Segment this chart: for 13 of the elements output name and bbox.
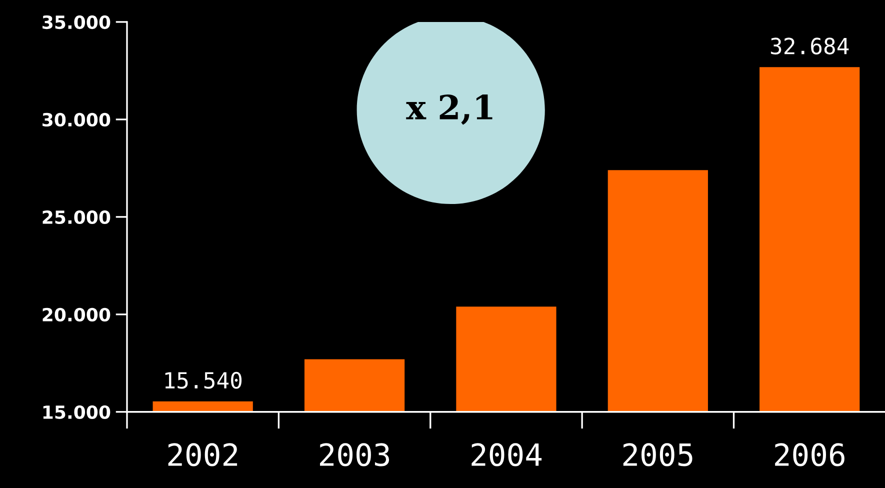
- x-tick-label: 2003: [320, 443, 390, 466]
- x-tick-label: 2002: [168, 443, 238, 466]
- data-label: 32.684: [770, 38, 849, 54]
- y-tick-label: 30.000: [42, 112, 110, 127]
- x-tick-label: 2004: [472, 443, 542, 466]
- y-tick-label: 15.000: [43, 405, 110, 419]
- y-tick-label: 20.000: [42, 308, 110, 322]
- y-tick-label: 25.000: [42, 210, 110, 224]
- annotation: x 2,1: [406, 94, 492, 125]
- x-tick-label: 2005: [623, 443, 692, 466]
- y-tick-label: 35.000: [42, 15, 110, 30]
- x-tick-label: 2006: [775, 443, 844, 466]
- data-label: 15.540: [165, 372, 242, 389]
